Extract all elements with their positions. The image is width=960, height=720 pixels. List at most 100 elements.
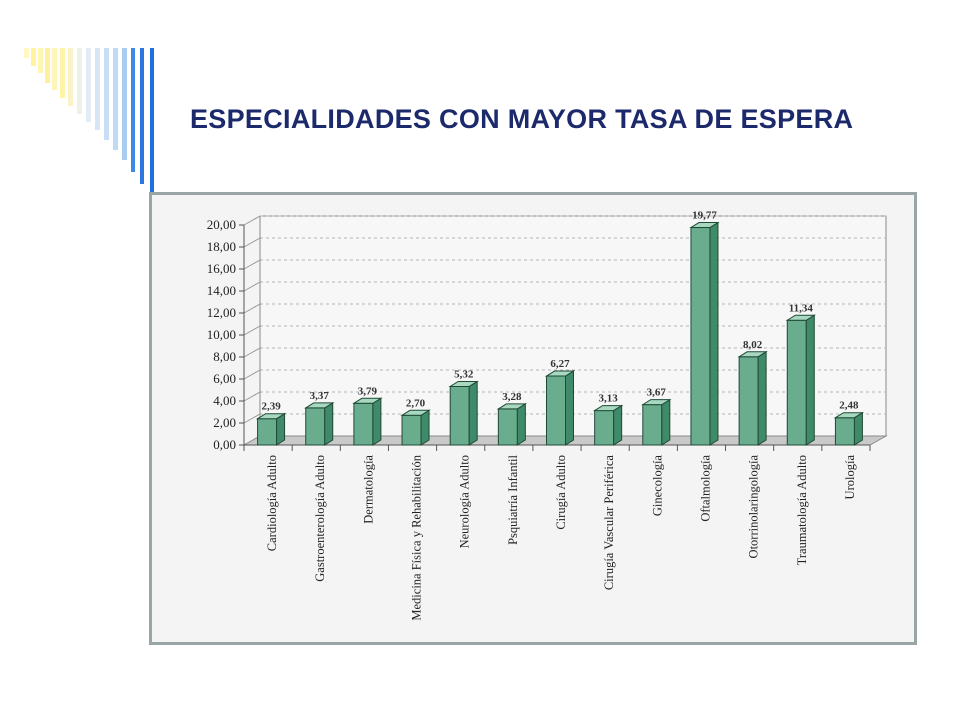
decorative-stripe — [52, 48, 57, 90]
x-tick-label: Cardiología Adulto — [265, 455, 279, 551]
gridline-side — [243, 347, 261, 358]
bar — [353, 402, 374, 446]
decorative-stripe — [38, 48, 43, 73]
bar-side — [613, 404, 623, 446]
x-tick-label: Oftalmología — [698, 455, 712, 522]
bar-top — [496, 403, 528, 410]
bar — [642, 404, 663, 446]
data-label: 3,13 — [599, 393, 619, 405]
decorative-stripe — [68, 48, 73, 106]
decorative-stripe — [60, 48, 65, 98]
data-label: 2,48 — [839, 400, 859, 412]
x-tick-label: Otorrinolaringología — [747, 455, 761, 559]
slide-title: ESPECIALIDADES CON MAYOR TASA DE ESPERA — [190, 104, 854, 134]
bar-top — [689, 222, 720, 229]
y-tick-label: 20,00 — [207, 217, 236, 232]
bar-top — [255, 413, 287, 420]
bar-top — [592, 405, 624, 412]
decorative-stripe — [104, 48, 109, 140]
x-tick-label: Urología — [843, 455, 857, 500]
decorative-stripe — [24, 48, 29, 58]
data-label: 6,27 — [550, 358, 570, 370]
data-label: 5,32 — [454, 368, 474, 380]
bar-top — [785, 314, 817, 321]
decorative-stripe — [150, 48, 154, 196]
bar-side — [516, 403, 526, 446]
gridline-side — [243, 369, 261, 380]
data-label: 3,67 — [647, 387, 667, 399]
bar — [690, 227, 711, 446]
decorative-stripe — [31, 48, 36, 66]
data-label: 11,34 — [789, 302, 814, 314]
bar — [401, 414, 422, 446]
bar — [449, 385, 470, 446]
bar-side — [324, 402, 334, 446]
decorative-stripe — [86, 48, 91, 122]
x-tick-label: Neurología Adulto — [458, 455, 472, 548]
x-tick-label: Traumatología Adulto — [795, 455, 809, 565]
bar-side — [709, 221, 719, 446]
bar-top — [544, 370, 576, 377]
x-tick-label: Ginecología — [650, 455, 664, 517]
bar — [546, 375, 566, 446]
bar-side — [757, 350, 767, 446]
bar-top — [352, 397, 383, 404]
y-tick-label: 2,00 — [213, 415, 236, 430]
x-tick-label: Psquiatría Infantil — [506, 454, 520, 544]
bar-side — [372, 397, 382, 446]
bar — [786, 319, 807, 446]
y-tick-label: 10,00 — [207, 327, 236, 342]
gridline-side — [243, 259, 261, 270]
x-tick-label: Cirugía Vascular Periférica — [602, 455, 616, 591]
bar-side — [805, 314, 815, 446]
bar-top — [641, 399, 672, 406]
gridline-side — [243, 281, 261, 292]
bar-top — [833, 412, 865, 419]
data-label: 8,02 — [743, 339, 763, 351]
data-label: 2,70 — [406, 397, 426, 409]
bar-chart: 0,00 2,00 4,00 6,00 8,00 10,00 12,00 14,00 16,00… — [207, 210, 888, 621]
bar-side — [565, 370, 574, 446]
bar — [738, 356, 759, 446]
bar-top — [448, 380, 479, 387]
bar-side — [853, 411, 863, 446]
decorative-stripe — [122, 48, 127, 160]
data-label: 3,37 — [310, 390, 330, 402]
y-tick-label: 8,00 — [213, 349, 236, 364]
y-tick-label: 0,00 — [213, 437, 236, 452]
data-label: 19,77 — [692, 210, 717, 222]
gridline-side — [243, 325, 261, 336]
bar — [594, 410, 615, 446]
decorative-stripe — [131, 48, 135, 172]
x-tick-label: Cirugía Adulto — [554, 455, 568, 530]
bar-side — [661, 398, 671, 446]
bar-top — [303, 402, 335, 409]
decorative-stripe — [45, 48, 50, 83]
data-label: 3,79 — [358, 385, 378, 397]
bar — [497, 408, 518, 446]
gridline-side — [243, 303, 261, 314]
bar-side — [468, 380, 478, 446]
data-label: 2,39 — [261, 401, 281, 413]
decorative-stripe — [140, 48, 144, 184]
gridline-side — [243, 413, 261, 424]
decorative-stripe — [113, 48, 118, 150]
gridline-side — [243, 391, 261, 402]
decorative-stripe — [77, 48, 82, 114]
y-tick-label: 4,00 — [213, 393, 236, 408]
bar — [305, 407, 326, 446]
y-tick-label: 6,00 — [213, 371, 236, 386]
bar — [834, 417, 855, 446]
data-label: 3,28 — [502, 391, 522, 403]
y-tick-label: 18,00 — [207, 239, 236, 254]
y-tick-label: 12,00 — [207, 305, 236, 320]
decorative-stripe — [95, 48, 100, 130]
bar-top — [400, 409, 431, 416]
gridline-side — [243, 237, 261, 248]
x-tick-label: Gastroenterología Adulto — [313, 455, 327, 582]
x-tick-label: Dermatología — [361, 455, 375, 524]
y-tick-label: 14,00 — [207, 283, 236, 298]
x-tick-label: Medicina Física y Rehabilitación — [410, 454, 424, 620]
gridline-side — [243, 215, 261, 226]
bar — [257, 418, 278, 446]
